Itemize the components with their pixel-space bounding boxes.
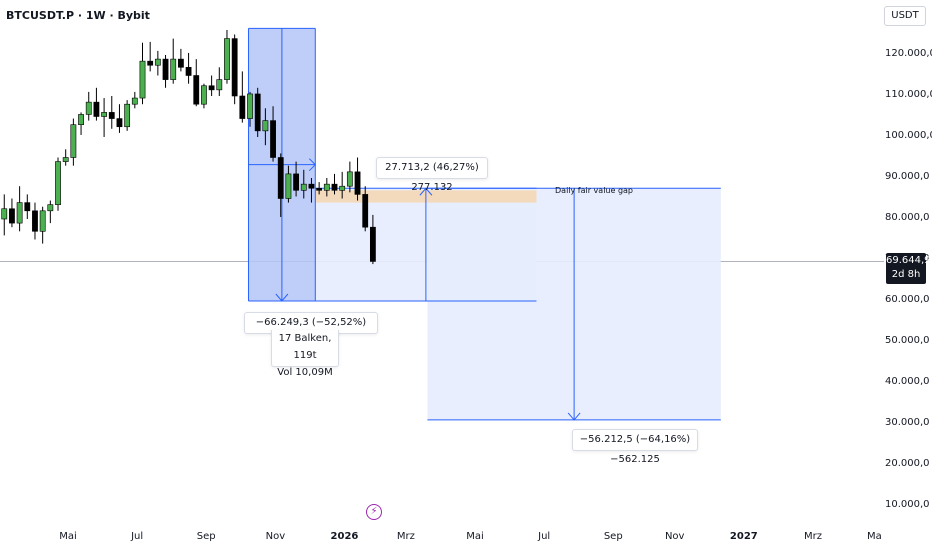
time-tick-label: Nov (664, 531, 685, 542)
price-tick-label: 10.000,0 (885, 499, 930, 510)
price-tick-label: 110.000,0 (885, 89, 932, 100)
measure-arrowhead-1 (419, 187, 433, 196)
time-tick-label: Mai (59, 531, 77, 542)
candle-body (208, 85, 215, 91)
candle-body (247, 93, 253, 119)
drop-measure-volume: Vol 10,09M (277, 367, 333, 378)
candle-body (162, 58, 169, 80)
time-tick-label: Mai (466, 531, 484, 542)
candle-body (254, 93, 261, 132)
candle-body (78, 114, 84, 125)
projection-measure-label[interactable]: −56.212,5 (−64,16%) −562.125 (572, 429, 698, 465)
candle-body (1, 208, 8, 220)
measure-lines (247, 27, 721, 421)
upper-measure-text: 27.713,2 (46,27%) 277.132 (385, 162, 479, 193)
candle-body (32, 210, 38, 232)
upper-measure-label[interactable]: 27.713,2 (46,27%) 277.132 (376, 157, 488, 193)
last-price-badge: 69.644,9 2d 8h (886, 253, 931, 284)
candle-body (47, 204, 54, 212)
candle-body (339, 185, 346, 191)
candle-body (124, 103, 131, 128)
price-tick-label: 100.000,0 (885, 130, 932, 141)
candle-body (177, 58, 184, 68)
candles (1, 29, 376, 265)
candle-body (185, 67, 192, 76)
candle-body (224, 38, 230, 80)
bar-countdown: 2d 8h (891, 269, 921, 280)
candle-body (316, 187, 323, 191)
candle-body (101, 112, 107, 117)
candle-body (39, 210, 46, 232)
candle-body (231, 38, 238, 97)
price-tick-label: 60.000,0 (885, 294, 930, 305)
time-tick-label: Jul (131, 531, 144, 542)
candle-body (285, 173, 292, 199)
projection-measure-text: −56.212,5 (−64,16%) −562.125 (579, 434, 691, 465)
candle-body (293, 173, 299, 191)
price-tick-label: 50.000,0 (885, 335, 930, 346)
candle-body (193, 75, 200, 105)
candle-body (270, 120, 276, 158)
candle-body (277, 157, 284, 199)
candle-body (239, 95, 246, 119)
candle-body (300, 183, 307, 191)
lightning-bolt-icon[interactable]: ⚡ (366, 504, 382, 520)
candle-body (24, 202, 31, 212)
candle-body (170, 58, 177, 80)
candle-body (131, 97, 138, 105)
time-tick-label: Mrz (396, 531, 415, 542)
drop-measure-details: 17 Balken, 119t Vol 10,09M (271, 330, 339, 378)
last-price-value: 69.644,9 (886, 255, 931, 266)
candle-body (216, 79, 223, 91)
candle-body (55, 161, 61, 205)
symbol-title[interactable]: BTCUSDT.P · 1W · Bybit (6, 9, 150, 22)
candle-body (108, 112, 115, 119)
price-tick-label: 20.000,0 (885, 458, 930, 469)
time-tick-label: 2026 (330, 531, 359, 542)
fvg-label: Daily fair value gap (555, 186, 634, 195)
candle-body (369, 226, 376, 262)
price-tick-label: 90.000,0 (885, 171, 930, 182)
candle-body (139, 60, 146, 99)
candle-body (62, 157, 69, 162)
time-tick-label: Nov (265, 531, 286, 542)
measure-arrowhead-2 (567, 412, 581, 421)
time-tick-label: Ma (867, 531, 882, 542)
price-tick-label: 120.000,0 (885, 48, 932, 59)
candle-body (9, 208, 15, 224)
time-tick-label: Sep (603, 531, 623, 542)
candle-body (354, 171, 361, 195)
price-tick-label: 40.000,0 (885, 376, 930, 387)
currency-unit-button[interactable]: USDT (884, 6, 926, 26)
candle-body (262, 120, 269, 132)
time-tick-label: Sep (196, 531, 216, 542)
candle-body (331, 183, 338, 191)
measure-arrowhead-0 (275, 293, 289, 302)
candle-body (16, 202, 23, 224)
price-tick-label: 80.000,0 (885, 212, 930, 223)
drop-measure-bars: 17 Balken, 119t (278, 333, 332, 361)
candle-body (85, 101, 92, 115)
candle-body (147, 60, 154, 66)
candle-body (308, 183, 315, 189)
candle-body (346, 171, 353, 187)
candle-body (70, 124, 77, 158)
candle-body (93, 101, 100, 117)
time-tick-label: Jul (538, 531, 551, 542)
candle-body (154, 58, 161, 66)
time-tick-label: Mrz (803, 531, 822, 542)
candle-body (201, 85, 207, 105)
price-tick-label: 30.000,0 (885, 417, 930, 428)
time-tick-label: 2027 (729, 531, 758, 542)
measure-horizontal-arrowhead-0 (308, 158, 317, 172)
candle-body (362, 194, 369, 228)
candle-body (323, 183, 330, 191)
candle-body (116, 118, 123, 128)
